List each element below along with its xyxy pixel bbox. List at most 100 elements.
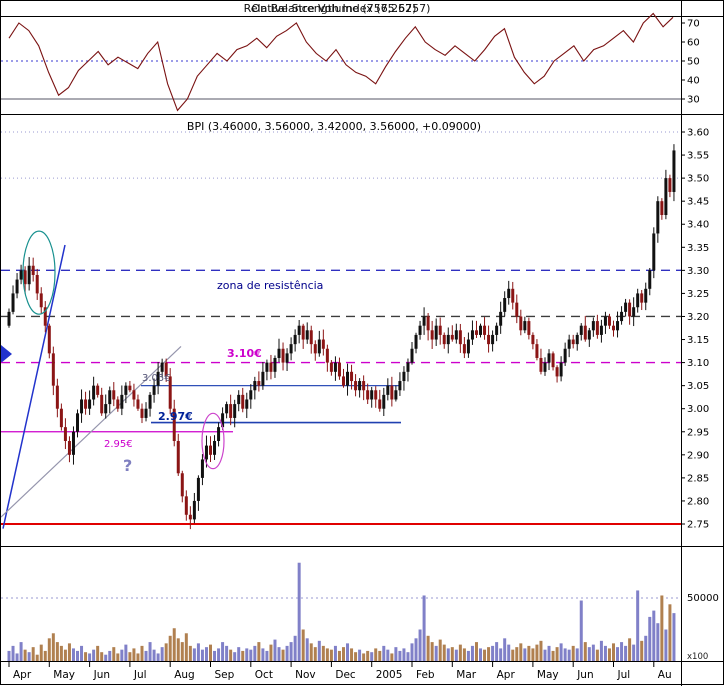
candle-body — [418, 325, 422, 335]
volume-bar — [277, 647, 281, 661]
candle-body — [466, 339, 470, 354]
volume-bar — [337, 650, 341, 661]
month-label: Mar — [456, 669, 476, 681]
volume-bar — [317, 640, 321, 661]
month-label: Apr — [13, 669, 32, 681]
volume-bar — [43, 650, 47, 661]
volume-bar — [168, 635, 172, 661]
candle-body — [531, 334, 535, 345]
volume-bar — [63, 649, 67, 661]
volume-bar — [527, 645, 531, 661]
volume-bar — [84, 652, 88, 661]
volume-bar — [491, 645, 495, 661]
candle-body — [386, 385, 390, 395]
candle-body — [156, 371, 160, 386]
volume-bar — [221, 642, 225, 661]
volume-bar — [587, 647, 591, 661]
candle-body — [559, 362, 563, 377]
trendline — [2, 244, 66, 529]
candle-body — [462, 344, 466, 354]
price-tick-label: 3.20 — [687, 312, 709, 323]
candle-body — [297, 325, 301, 335]
price-tick-label: 2.80 — [687, 496, 709, 507]
candle-body — [358, 381, 362, 391]
volume-bar — [616, 647, 620, 661]
volume-bar — [607, 648, 611, 661]
volume-panel — [1, 562, 681, 661]
price-tick-label: 2.95 — [687, 427, 709, 438]
volume-bar — [450, 647, 454, 661]
candle-body — [487, 334, 491, 345]
volume-bar — [19, 642, 23, 661]
volume-bar — [378, 650, 382, 661]
price-tick-label: 3.50 — [687, 174, 709, 185]
volume-bar — [479, 648, 483, 661]
candle-body — [96, 385, 100, 395]
volume-bar — [410, 643, 414, 661]
candle-body — [664, 178, 668, 216]
month-label: Jun — [576, 669, 593, 681]
candle-body — [430, 330, 434, 340]
price-tick-label: 3.45 — [687, 197, 709, 208]
candle-body — [84, 399, 88, 409]
volume-bar — [422, 595, 426, 661]
candle-body — [458, 330, 462, 345]
ellipse-annotation — [201, 412, 225, 470]
candle-body — [563, 348, 567, 363]
candle-body — [398, 381, 402, 391]
candle-body — [668, 178, 672, 192]
volume-bar — [430, 642, 434, 661]
candle-body — [317, 339, 321, 354]
candle-body — [579, 325, 583, 335]
candle-body — [100, 394, 104, 414]
candle-body — [261, 371, 265, 386]
volume-bar — [144, 650, 148, 661]
volume-bar — [76, 650, 80, 661]
candle-body — [47, 325, 51, 354]
candle-body — [136, 399, 140, 409]
volume-bar — [108, 650, 112, 661]
volume-bar — [386, 649, 390, 661]
volume-bar — [213, 650, 217, 661]
volume-bar — [7, 650, 11, 661]
candle-body — [144, 408, 148, 418]
volume-bar — [466, 650, 470, 661]
price-tick-label: 2.85 — [687, 473, 709, 484]
candle-body — [245, 399, 249, 409]
candle-body — [370, 390, 374, 400]
candle-body — [281, 348, 285, 363]
volume-bar — [100, 652, 104, 661]
volume-bar — [160, 647, 164, 661]
candle-body — [640, 293, 644, 303]
candle-body — [479, 325, 483, 335]
candle-body — [450, 334, 454, 340]
candle-body — [511, 288, 515, 303]
volume-bar — [176, 638, 180, 661]
candle-body — [249, 390, 253, 400]
volume-bar — [67, 643, 71, 661]
volume-bar — [458, 644, 462, 661]
volume-bar — [71, 648, 75, 661]
volume-bar — [632, 644, 636, 661]
candle-body — [23, 270, 27, 285]
candle-body — [313, 344, 317, 354]
level-310-label: 3.10€ — [227, 347, 262, 360]
candle-body — [192, 500, 196, 520]
volume-bar — [180, 642, 184, 661]
volume-bar — [23, 649, 27, 661]
candle-body — [132, 390, 136, 400]
candle-body — [67, 440, 71, 455]
volume-bar — [499, 648, 503, 661]
question-mark-annotation: ? — [123, 456, 132, 475]
volume-bar — [483, 649, 487, 661]
price-tick-label: 3.15 — [687, 335, 709, 346]
volume-bar — [503, 638, 507, 661]
volume-bar — [329, 649, 333, 661]
volume-bar — [136, 653, 140, 661]
candle-body — [11, 293, 15, 312]
candle-body — [341, 376, 345, 386]
volume-bar — [495, 642, 499, 661]
volume-bar — [237, 647, 241, 661]
candle-body — [366, 390, 370, 400]
